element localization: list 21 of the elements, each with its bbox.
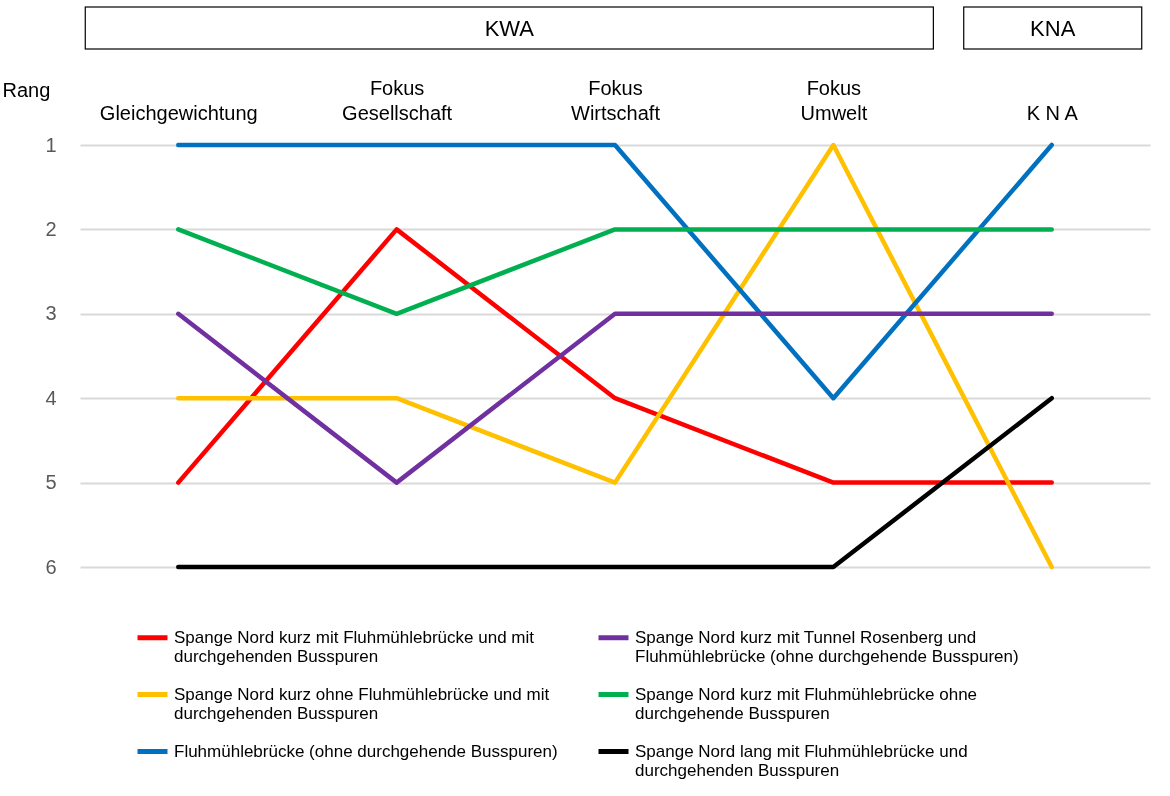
y-tick-label: 3 xyxy=(45,302,57,325)
x-tick-label: Fokus Wirtschaft xyxy=(571,76,661,124)
legend-label: Spange Nord kurz mit Tunnel Rosenberg und Fluhmühlebrücke (ohne durchgehende Busspuren) xyxy=(635,627,1019,666)
y-tick-label: 4 xyxy=(45,386,57,409)
x-tick-label: Gleichgewichtung xyxy=(99,101,258,124)
legend-label: Spange Nord lang mit Fluhmühlebrücke und durchgehenden Busspuren xyxy=(635,741,968,780)
text: KWA xyxy=(484,16,535,41)
legend-label: Fluhmühlebrücke (ohne durchgehende Busspuren) xyxy=(174,741,558,761)
line-series xyxy=(176,142,1054,570)
y-tick-label: 5 xyxy=(45,471,57,494)
legend-label: Spange Nord kurz ohne Fluhmühlebrücke und mit durchgehenden Busspuren xyxy=(174,684,550,723)
legend-label: Spange Nord kurz mit Fluhmühlebrücke ohne durchgehende Busspuren xyxy=(635,684,978,723)
y-tick-label: 2 xyxy=(45,217,57,240)
x-tick-label: K N A xyxy=(1026,101,1079,124)
legend-label: Spange Nord kurz mit Fluhmühlebrücke und mit durchgehenden Busspuren xyxy=(174,627,535,666)
y-tick-label: 6 xyxy=(45,555,57,578)
text: KNA xyxy=(1030,16,1076,41)
y-axis-title: Rang xyxy=(2,78,51,101)
y-tick-label: 1 xyxy=(45,133,57,156)
x-tick-label: Fokus Gesellschaft xyxy=(342,76,453,124)
x-tick-label: Fokus Umwelt xyxy=(800,76,868,124)
